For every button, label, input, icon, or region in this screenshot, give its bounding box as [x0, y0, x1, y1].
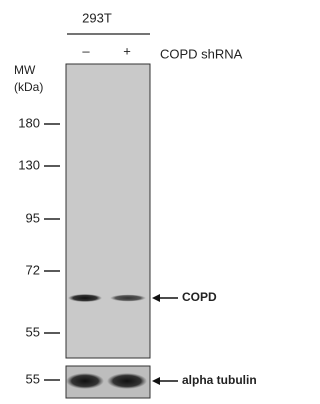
blot-panel	[66, 64, 150, 358]
target-label: COPD	[182, 290, 217, 304]
marker-label: 130	[18, 157, 40, 172]
treatment-label: COPD shRNA	[160, 46, 243, 61]
band	[110, 295, 146, 302]
lane-label: +	[123, 43, 131, 58]
band	[107, 373, 147, 389]
cell-line: 293T	[82, 10, 112, 25]
band	[68, 294, 102, 302]
marker-label: 95	[26, 210, 40, 225]
band	[66, 373, 104, 389]
lane-label: –	[82, 43, 90, 58]
mw-label: MW	[14, 63, 36, 77]
blot-figure: 293T – + COPD shRNA MW (kDa) 55 COPD alp…	[0, 0, 276, 404]
marker-label: 55	[26, 371, 40, 386]
marker-label: 55	[26, 324, 40, 339]
marker-label: 180	[18, 115, 40, 130]
marker-label: 72	[26, 262, 40, 277]
target-label: alpha tubulin	[182, 373, 257, 387]
mw-label: (kDa)	[14, 80, 43, 94]
